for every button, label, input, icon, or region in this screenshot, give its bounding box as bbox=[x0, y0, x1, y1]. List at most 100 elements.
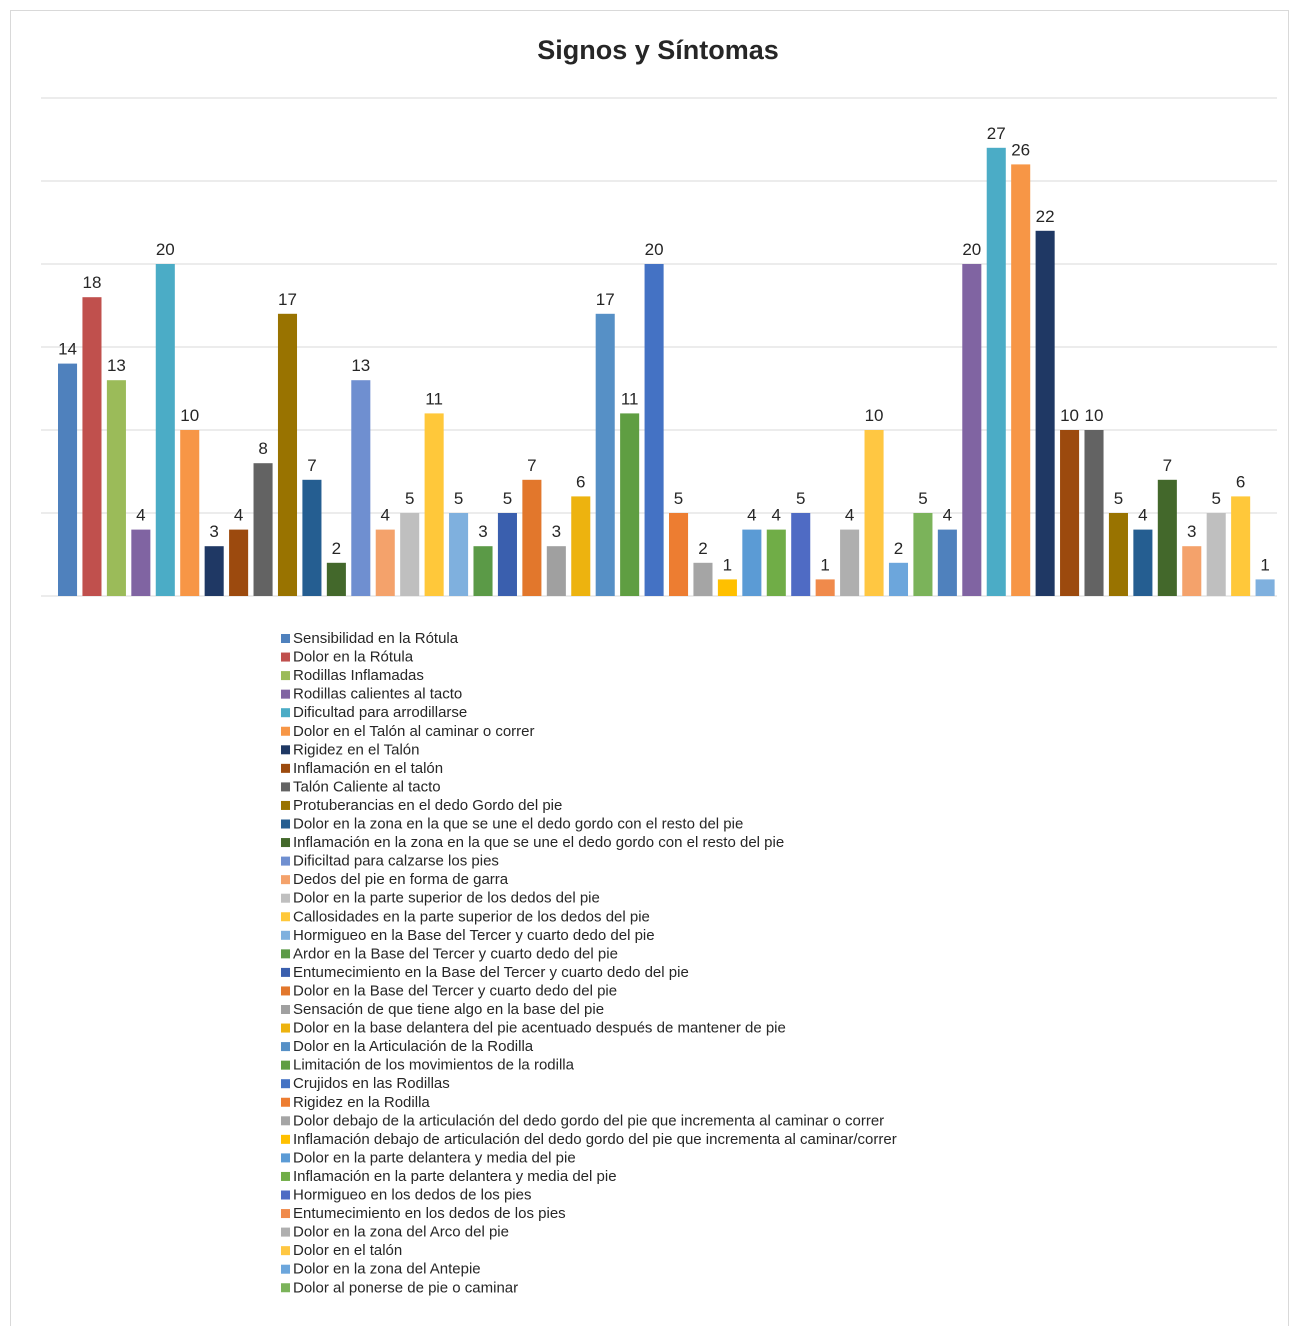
bar bbox=[302, 479, 322, 596]
bar bbox=[669, 513, 689, 596]
chart-frame: Signos y Síntomas 14 18 13 4 20 10 3 4 8 17 7 2 13 4 5… bbox=[10, 10, 1289, 1326]
data-label: 4 bbox=[845, 506, 854, 525]
data-label: 1 bbox=[820, 555, 829, 574]
legend-item: Hormigueo en la Base del Tercer y cuarto… bbox=[281, 927, 655, 944]
bar bbox=[424, 413, 444, 596]
legend-label: Rodillas Inflamadas bbox=[293, 667, 424, 684]
bar bbox=[253, 463, 273, 596]
data-label: 6 bbox=[576, 472, 585, 491]
legend-swatch bbox=[281, 726, 290, 736]
data-label: 4 bbox=[1138, 506, 1147, 525]
legend-item: Limitación de los movimientos de la rodi… bbox=[281, 1057, 575, 1074]
data-label: 8 bbox=[258, 439, 267, 458]
data-label: 4 bbox=[943, 506, 952, 525]
legend-swatch bbox=[281, 1060, 290, 1070]
legend-label: Dolor en la zona en la que se une el ded… bbox=[293, 816, 743, 833]
legend-label: Dolor en el talón bbox=[293, 1242, 402, 1259]
legend-label: Sensibilidad en la Rótula bbox=[293, 630, 459, 647]
bar bbox=[595, 313, 615, 596]
legend-item: Protuberancias en el dedo Gordo del pie bbox=[281, 797, 562, 814]
legend-swatch bbox=[281, 652, 290, 662]
data-label: 11 bbox=[425, 389, 443, 408]
legend-item: Dolor en el Talón al caminar o correr bbox=[281, 723, 535, 740]
data-label: 5 bbox=[405, 489, 414, 508]
legend-label: Callosidades en la parte superior de los… bbox=[293, 908, 650, 925]
bar bbox=[742, 529, 762, 596]
bar bbox=[913, 513, 933, 596]
legend-label: Dolor en la zona del Antepie bbox=[293, 1261, 481, 1278]
bar bbox=[351, 380, 371, 596]
data-label: 5 bbox=[918, 489, 927, 508]
legend-label: Entumecimiento en los dedos de los pies bbox=[293, 1205, 566, 1222]
bar bbox=[840, 529, 860, 596]
legend-swatch bbox=[281, 838, 290, 848]
bar bbox=[1133, 529, 1153, 596]
bar bbox=[131, 529, 151, 596]
chart-title: Signos y Síntomas bbox=[537, 35, 779, 65]
legend-swatch bbox=[281, 800, 290, 810]
legend-swatch bbox=[281, 1227, 290, 1237]
data-label: 13 bbox=[107, 356, 126, 375]
bar bbox=[693, 562, 713, 596]
data-label: 5 bbox=[1211, 489, 1220, 508]
data-label: 5 bbox=[674, 489, 683, 508]
legend-swatch bbox=[281, 912, 290, 922]
legend-item: Dolor en la base delantera del pie acent… bbox=[281, 1020, 786, 1037]
legend-label: Protuberancias en el dedo Gordo del pie bbox=[293, 797, 562, 814]
legend-item: Dolor en la Rótula bbox=[281, 649, 414, 666]
data-label: 2 bbox=[894, 539, 903, 558]
bar bbox=[717, 579, 737, 596]
bar bbox=[1035, 230, 1055, 597]
legend-swatch bbox=[281, 689, 290, 699]
legend-item: Inflamación debajo de articulación del d… bbox=[281, 1131, 897, 1148]
legend-label: Dolor debajo de la articulación del dedo… bbox=[293, 1112, 884, 1129]
legend-item: Inflamación en la zona en la que se une … bbox=[281, 834, 784, 851]
data-label: 22 bbox=[1036, 207, 1055, 226]
bar bbox=[375, 529, 395, 596]
legend-item: Dolor en la parte superior de los dedos … bbox=[281, 890, 600, 907]
legend-swatch bbox=[281, 875, 290, 885]
bar bbox=[962, 264, 982, 596]
bar bbox=[82, 297, 102, 596]
bars bbox=[58, 147, 1275, 597]
bar bbox=[766, 529, 786, 596]
legend-item: Dolor al ponerse de pie o caminar bbox=[281, 1279, 518, 1296]
legend-swatch bbox=[281, 1153, 290, 1163]
legend-item: Rigidez en el Talón bbox=[281, 741, 419, 758]
legend-swatch bbox=[281, 1079, 290, 1089]
legend-item: Dificultad para arrodillarse bbox=[281, 704, 467, 721]
legend-item: Sensibilidad en la Rótula bbox=[281, 630, 459, 647]
bar bbox=[204, 546, 224, 596]
legend-swatch bbox=[281, 986, 290, 996]
data-label: 11 bbox=[621, 389, 639, 408]
legend-label: Dificultad para arrodillarse bbox=[293, 704, 467, 721]
legend-swatch bbox=[281, 1023, 290, 1033]
data-label: 5 bbox=[454, 489, 463, 508]
legend-item: Dificiltad para calzarse los pies bbox=[281, 853, 499, 870]
bar bbox=[497, 513, 517, 596]
legend-swatch bbox=[281, 1209, 290, 1219]
legend-label: Dolor en la base delantera del pie acent… bbox=[293, 1020, 786, 1037]
bar bbox=[473, 546, 493, 596]
bar bbox=[326, 562, 346, 596]
bar bbox=[1011, 164, 1031, 596]
legend-swatch bbox=[281, 967, 290, 977]
legend-item: Sensación de que tiene algo en la base d… bbox=[281, 1001, 604, 1018]
bar bbox=[546, 546, 566, 596]
data-label: 10 bbox=[1060, 406, 1079, 425]
legend-swatch bbox=[281, 671, 290, 681]
legend-label: Inflamación debajo de articulación del d… bbox=[293, 1131, 897, 1148]
legend-label: Talón Caliente al tacto bbox=[293, 778, 441, 795]
data-label: 4 bbox=[234, 506, 243, 525]
data-label: 20 bbox=[962, 240, 981, 259]
bar bbox=[277, 313, 298, 596]
legend-item: Callosidades en la parte superior de los… bbox=[281, 908, 650, 925]
legend-swatch bbox=[281, 782, 290, 792]
legend-item: Dolor debajo de la articulación del dedo… bbox=[281, 1112, 884, 1129]
bar bbox=[1084, 430, 1104, 596]
legend-swatch bbox=[281, 763, 290, 773]
legend-label: Dolor al ponerse de pie o caminar bbox=[293, 1279, 518, 1296]
bar bbox=[620, 413, 640, 596]
data-label: 20 bbox=[156, 240, 175, 259]
bar bbox=[1108, 513, 1128, 596]
